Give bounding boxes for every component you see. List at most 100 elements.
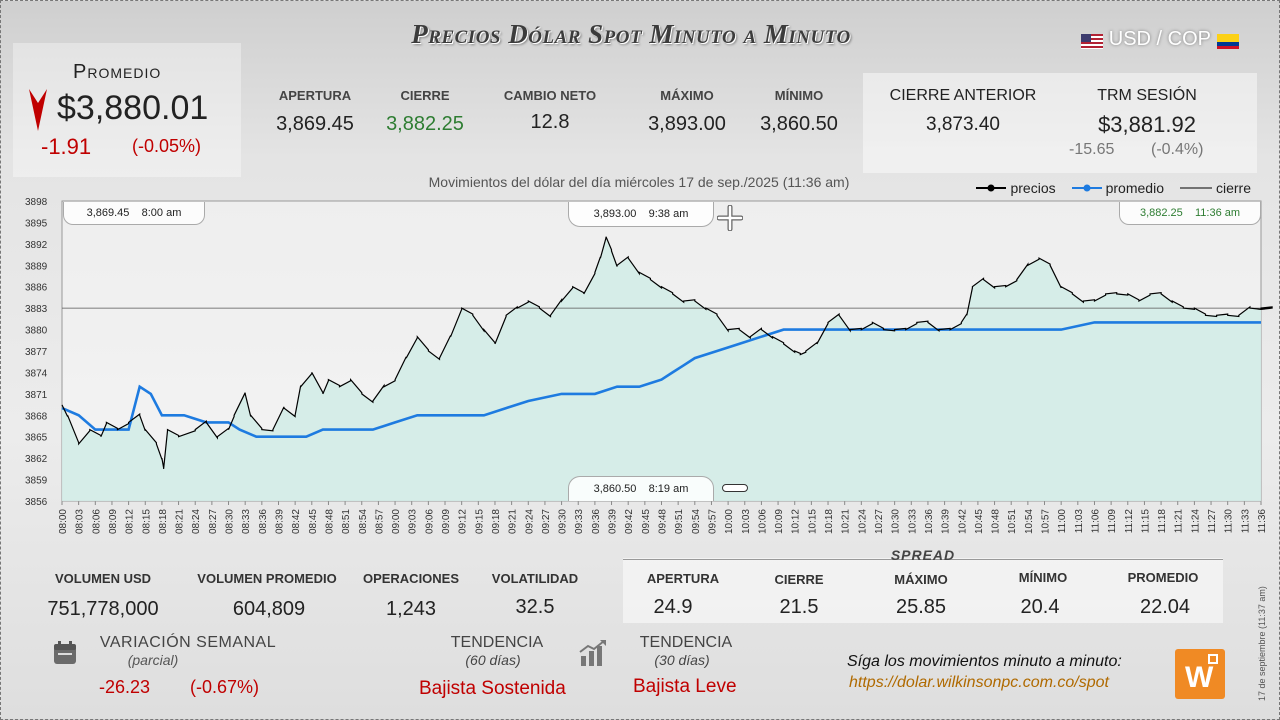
y-tick-label: 3886 (25, 283, 48, 294)
average-series-line (61, 321, 1261, 438)
x-tick-label: 10:27 (874, 509, 885, 534)
wilkinson-logo[interactable]: W (1175, 649, 1225, 699)
us-flag-icon (1080, 32, 1103, 49)
x-tick-label: 09:21 (508, 509, 519, 534)
y-tick-label: 3865 (25, 433, 48, 444)
y-tick-label: 3874 (25, 368, 48, 379)
x-tick-label: 08:09 (108, 509, 119, 534)
summary-value: 3,869.45 (276, 113, 354, 135)
crosshair-icon[interactable] (716, 204, 744, 236)
x-tick-label: 08:48 (324, 509, 335, 534)
x-tick-label: 10:06 (757, 509, 768, 534)
scroll-handle[interactable] (722, 484, 748, 492)
x-tick-label: 10:03 (741, 509, 752, 534)
x-tick-label: 08:03 (75, 509, 86, 534)
x-tick-label: 09:36 (591, 509, 602, 534)
y-tick-label: 3898 (25, 197, 48, 208)
trend-30-sub: (30 días) (654, 652, 710, 668)
weekly-variation-sub: (parcial) (127, 652, 179, 668)
currency-pair-label: USD / COP (1108, 28, 1211, 50)
x-tick-label: 09:33 (574, 509, 585, 534)
legend-label: promedio (1105, 180, 1164, 196)
average-label: Promedio (73, 61, 162, 83)
footer-link[interactable]: https://dolar.wilkinsonpc.com.co/spot (849, 674, 1109, 691)
stat-label: VOLATILIDAD (491, 571, 579, 586)
trend-60-sub: (60 días) (465, 652, 521, 668)
x-tick-label: 11:30 (1224, 509, 1235, 534)
summary-value: 3,860.50 (760, 113, 838, 135)
x-tick-label: 10:36 (924, 509, 935, 534)
footer-text: Síga los movimientos minuto a minuto: (847, 653, 1122, 670)
colombia-flag-icon (1217, 32, 1239, 49)
trend-30-label: TENDENCIA (639, 634, 733, 651)
x-tick-label: 10:18 (824, 509, 835, 534)
page-title: Precios Dólar Spot Minuto a Minuto (411, 19, 851, 49)
legend-label: precios (1010, 180, 1056, 196)
x-tick-label: 10:30 (891, 509, 902, 534)
y-tick-label: 3877 (25, 347, 48, 358)
down-arrow-icon (27, 89, 49, 136)
stat-label: VOLUMEN USD (54, 571, 152, 586)
trend-60-label: TENDENCIA (450, 634, 544, 651)
summary-label: MÁXIMO (660, 88, 714, 103)
legend-item: promedio (1071, 180, 1164, 196)
previous-close-value: 3,873.40 (926, 114, 1000, 135)
x-tick-label: 10:51 (1007, 509, 1018, 534)
y-tick-label: 3889 (25, 261, 48, 272)
currency-pair: USD / COP (1080, 28, 1239, 51)
spread-value: 24.9 (653, 596, 693, 618)
y-tick-label: 3868 (25, 411, 48, 422)
spread-label: MÍNIMO (1018, 570, 1068, 585)
x-tick-label: 09:54 (691, 509, 702, 534)
x-tick-label: 08:30 (225, 509, 236, 534)
x-tick-label: 08:51 (341, 509, 352, 534)
max-callout: 3,893.00 9:38 am (568, 202, 714, 227)
average-change-pct: (-0.05%) (132, 136, 202, 156)
min-callout: 3,860.50 8:19 am (568, 476, 714, 501)
x-tick-label: 09:18 (491, 509, 502, 534)
x-tick-label: 08:06 (91, 509, 102, 534)
stat-label: VOLUMEN PROMEDIO (197, 571, 337, 586)
x-tick-label: 10:48 (991, 509, 1002, 534)
summary-value: 3,882.25 (386, 113, 464, 135)
stat-value: 604,809 (232, 598, 306, 620)
x-tick-label: 11:03 (1074, 509, 1085, 534)
x-tick-label: 08:18 (158, 509, 169, 534)
x-tick-label: 11:00 (1057, 509, 1068, 534)
x-tick-label: 08:12 (125, 509, 136, 534)
x-tick-label: 10:12 (791, 509, 802, 534)
x-tick-label: 09:27 (541, 509, 552, 534)
x-axis: 08:00 08:03 08:06 08:09 08:12 08:15 08:18 08:21… (58, 501, 1268, 534)
x-tick-label: 09:42 (624, 509, 635, 534)
legend-item: precios (976, 180, 1056, 196)
x-tick-label: 11:33 (1240, 509, 1251, 534)
price-chart[interactable]: 3898 3895 3892 3889 3886 3883 3880 3877 3874 3871… (1, 197, 1277, 551)
x-tick-label: 09:00 (391, 509, 402, 534)
trend-30-value: Bajista Leve (633, 676, 737, 697)
stat-value: 32.5 (515, 596, 555, 618)
summary-label: APERTURA (278, 88, 352, 103)
close-callout: 3,882.25 11:36 am (1119, 202, 1261, 225)
spread-label: PROMEDIO (1127, 570, 1199, 585)
y-tick-label: 3856 (25, 497, 48, 508)
x-tick-label: 11:27 (1207, 509, 1218, 534)
x-tick-label: 10:15 (807, 509, 818, 534)
x-tick-label: 08:57 (374, 509, 385, 534)
x-tick-label: 10:54 (1024, 509, 1035, 534)
x-tick-label: 10:24 (857, 509, 868, 534)
weekly-variation-pct: (-0.67%) (190, 677, 260, 697)
chart-subtitle: Movimientos del dólar del día miércoles … (428, 174, 850, 190)
x-tick-label: 10:57 (1041, 509, 1052, 534)
x-tick-label: 08:36 (258, 509, 269, 534)
x-tick-label: 09:09 (441, 509, 452, 534)
x-tick-label: 09:30 (558, 509, 569, 534)
previous-close-label: CIERRE ANTERIOR (889, 87, 1037, 104)
x-tick-label: 08:00 (58, 509, 69, 534)
x-tick-label: 11:24 (1190, 509, 1201, 534)
x-tick-label: 08:33 (241, 509, 252, 534)
average-panel (13, 43, 241, 177)
summary-value: 3,893.00 (648, 113, 726, 135)
x-tick-label: 08:21 (175, 509, 186, 534)
x-tick-label: 11:09 (1107, 509, 1118, 534)
